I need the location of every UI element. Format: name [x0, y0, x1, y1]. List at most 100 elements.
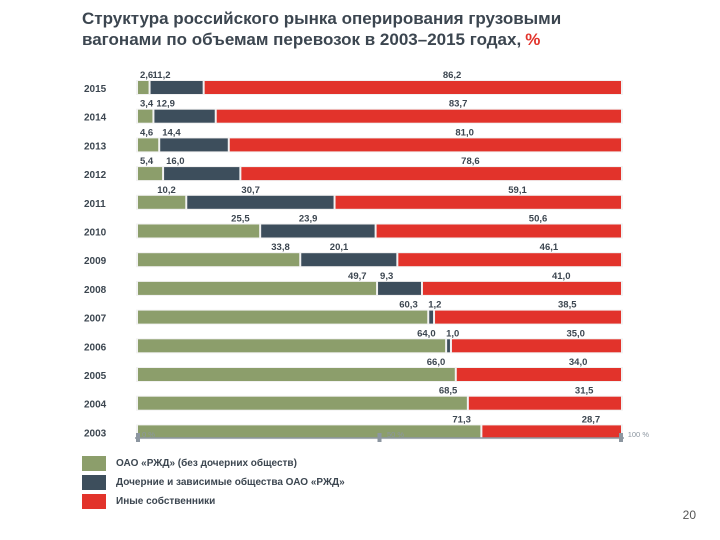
value-label-others: 34,0	[569, 357, 588, 368]
bar-subsidiaries	[150, 81, 203, 94]
legend-swatch-others	[82, 494, 106, 509]
bar-others	[335, 195, 621, 209]
stacked-bar-chart: 2015 2,6 11,2 86,2 2014 3,4 12,9 83,7 2013 4,6 14,…	[84, 70, 650, 442]
bar-subsidiaries	[154, 109, 215, 123]
bar-rzd	[138, 425, 481, 439]
value-label-rzd: 68,5	[439, 386, 458, 397]
axis-tick	[619, 433, 623, 442]
bar-others	[229, 138, 621, 152]
bar-rzd	[138, 167, 163, 181]
year-label: 2006	[84, 342, 107, 353]
year-label: 2004	[84, 400, 107, 411]
bar-others	[398, 253, 621, 267]
bar-rzd	[138, 339, 446, 353]
bar-rzd	[138, 368, 455, 381]
bar-rzd	[138, 396, 467, 410]
year-label: 2015	[84, 84, 107, 95]
bar-subsidiaries	[301, 253, 397, 267]
value-label-subsidiaries: 1,2	[428, 300, 441, 311]
legend-label-subsidiaries: Дочерние и зависимые общества ОАО «РЖД»	[116, 477, 345, 488]
legend-label-others: Иные собственники	[116, 496, 216, 507]
value-label-subsidiaries: 14,4	[162, 127, 181, 138]
chart-title-text: Структура российского рынка оперирования…	[82, 9, 562, 49]
value-label-subsidiaries: 30,7	[241, 185, 260, 196]
value-label-others: 86,2	[443, 70, 462, 81]
bar-subsidiaries	[187, 195, 334, 209]
value-label-subsidiaries: 12,9	[156, 99, 175, 110]
axis-tick-label: 0 %	[142, 430, 155, 439]
axis-tick	[136, 433, 140, 442]
bar-rzd	[138, 138, 159, 152]
bar-rzd	[138, 195, 186, 209]
bar-subsidiaries	[447, 339, 450, 353]
value-label-rzd: 2,6	[140, 70, 153, 81]
year-label: 2010	[84, 228, 107, 239]
value-label-others: 46,1	[540, 242, 559, 253]
axis-tick-label: 50 %	[387, 430, 404, 439]
bar-rzd	[138, 310, 428, 324]
bar-others	[204, 81, 622, 94]
axis-tick-label: 100 %	[628, 430, 650, 439]
value-label-others: 81,0	[455, 127, 474, 138]
legend: ОАО «РЖД» (без дочерних обществ) Дочерни…	[82, 456, 482, 516]
page-number: 20	[682, 508, 696, 522]
value-label-rzd: 60,3	[399, 300, 418, 311]
value-label-rzd: 4,6	[140, 127, 153, 138]
value-label-rzd: 66,0	[427, 357, 446, 368]
year-label: 2013	[84, 141, 107, 152]
bar-rzd	[138, 224, 260, 238]
value-label-rzd: 3,4	[140, 99, 154, 110]
bar-subsidiaries	[378, 281, 421, 295]
bar-others	[422, 281, 621, 295]
legend-swatch-subsidiaries	[82, 475, 106, 490]
value-label-subsidiaries: 1,0	[446, 328, 459, 339]
bar-rzd	[138, 109, 153, 123]
value-label-others: 59,1	[508, 185, 527, 196]
value-label-others: 41,0	[552, 271, 571, 282]
value-label-subsidiaries: 20,1	[330, 242, 349, 253]
year-label: 2005	[84, 371, 107, 382]
year-label: 2012	[84, 170, 107, 181]
value-label-rzd: 64,0	[417, 328, 436, 339]
legend-swatch-rzd	[82, 456, 106, 471]
year-label: 2009	[84, 256, 107, 267]
value-label-others: 83,7	[449, 99, 468, 110]
bar-subsidiaries	[429, 310, 434, 324]
value-label-others: 35,0	[566, 328, 585, 339]
bar-others	[435, 310, 621, 324]
value-label-others: 28,7	[582, 414, 601, 425]
bar-others	[216, 109, 621, 123]
bar-subsidiaries	[160, 138, 228, 152]
value-label-others: 31,5	[575, 386, 594, 397]
bar-others	[468, 396, 621, 410]
value-label-rzd: 10,2	[157, 185, 176, 196]
value-label-subsidiaries: 11,2	[153, 70, 171, 81]
chart-title-unit: %	[525, 30, 541, 49]
year-label: 2011	[84, 199, 106, 210]
value-label-rzd: 5,4	[140, 156, 154, 167]
bar-others	[241, 167, 621, 181]
bar-rzd	[138, 281, 377, 295]
bar-subsidiaries	[261, 224, 375, 238]
legend-label-rzd: ОАО «РЖД» (без дочерних обществ)	[116, 458, 297, 469]
value-label-rzd: 49,7	[348, 271, 367, 282]
value-label-rzd: 71,3	[452, 414, 471, 425]
bar-others	[456, 368, 621, 381]
bar-others	[482, 425, 621, 439]
value-label-others: 78,6	[461, 156, 480, 167]
year-label: 2007	[84, 314, 107, 325]
axis-tick	[377, 433, 382, 442]
bar-subsidiaries	[164, 167, 240, 181]
year-label: 2003	[84, 428, 107, 439]
chart-title: Структура российского рынка оперирования…	[82, 8, 642, 50]
year-label: 2014	[84, 113, 107, 124]
year-label: 2008	[84, 285, 107, 296]
value-label-rzd: 33,8	[271, 242, 290, 253]
bar-others	[451, 339, 621, 353]
value-label-subsidiaries: 9,3	[380, 271, 393, 282]
value-label-others: 38,5	[558, 300, 577, 311]
value-label-subsidiaries: 16,0	[166, 156, 185, 167]
value-label-rzd: 25,5	[231, 214, 250, 225]
bar-others	[376, 224, 621, 238]
value-label-others: 50,6	[529, 214, 548, 225]
